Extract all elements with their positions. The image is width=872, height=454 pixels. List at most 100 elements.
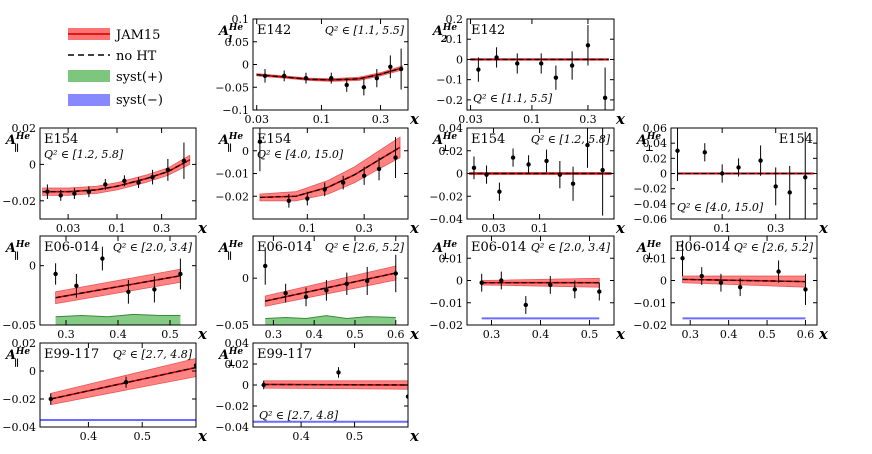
data-point <box>776 269 781 274</box>
experiment-label: E06-014 <box>44 240 99 255</box>
xtick-label: 0.3 <box>153 222 171 235</box>
data-point <box>178 271 183 277</box>
legend-entry-jam15: JAM15 <box>68 28 160 43</box>
data-point <box>526 162 531 167</box>
xtick-label: 0.3 <box>355 222 373 235</box>
ytick-label: −0.05 <box>2 319 36 332</box>
ytick-label: 0.04 <box>439 122 464 135</box>
data-point <box>572 287 577 292</box>
data-point <box>48 396 53 402</box>
q2-range-label: Q² ∈ [1.2, 5.8] <box>531 133 611 146</box>
data-point <box>122 178 127 183</box>
y-axis-label-sub: ⊥ <box>645 252 654 262</box>
panel-p10: −0.02 −0.01 0 0.01 0.3 0.4 0.5 0.6 x AHe ⊥ E06-014 Q… <box>633 235 829 343</box>
data-point <box>597 289 602 294</box>
xtick-label: 0.3 <box>483 328 501 341</box>
data-point <box>548 282 553 288</box>
noht-line <box>682 278 806 283</box>
ytick-label: 0.04 <box>225 337 250 350</box>
data-point <box>336 370 341 375</box>
axes-frame <box>39 127 197 220</box>
plot-area <box>253 367 408 423</box>
plot-area <box>40 357 196 421</box>
q2-range-label: Q² ∈ [1.2, 5.8] <box>44 148 124 161</box>
legend-entry-noht: no HT <box>68 49 157 64</box>
ytick-label: 0 <box>660 275 667 288</box>
q2-range-label: Q² ∈ [1.1, 5.5] <box>473 92 553 105</box>
xtick-label: 0.1 <box>299 222 317 235</box>
ytick-label: 0.2 <box>446 13 464 26</box>
ytick-label: 0.01 <box>643 252 668 265</box>
xtick-label: 0.1 <box>313 113 331 126</box>
y-axis-label: AHe 2 <box>431 23 458 45</box>
syst-plus-band <box>55 314 181 325</box>
xtick-label: 0.1 <box>713 222 731 235</box>
plot-area <box>42 142 191 201</box>
syst-plus-edge <box>55 313 181 318</box>
ytick-label: 0 <box>29 365 36 378</box>
data-point <box>303 75 309 81</box>
panel-p08: −0.05 0 0.3 0.4 0.5 0.6 x AHe ∥ E06-014 Q² ∈ [2.6,… <box>215 235 420 343</box>
y-axis-label-sub: 1 <box>227 35 233 45</box>
xtick-label: 0.5 <box>581 328 599 341</box>
ytick-label: 0.01 <box>439 252 464 265</box>
y-axis-label: AHe ∥ <box>217 240 244 262</box>
jam15-band <box>264 265 397 307</box>
experiment-label: E154 <box>471 132 505 147</box>
plot-area <box>53 246 183 325</box>
data-point <box>344 281 350 286</box>
syst-plus-edge <box>265 315 396 319</box>
data-point <box>510 155 516 160</box>
ytick-label: 0 <box>242 145 249 158</box>
panel-p12: −0.04 −0.02 0 0.02 0.04 0.4 0.5 x AHe ⊥ E99-117 Q² … <box>215 337 420 445</box>
data-point <box>680 256 685 261</box>
y-axis-label-sup: He <box>228 347 244 357</box>
y-axis-label: AHe ∥ <box>217 132 244 154</box>
ytick-label: −0.01 <box>429 297 463 310</box>
panel-p05: −0.04 −0.02 0 0.02 0.04 0.03 0.1 x AHe ⊥ E154 Q² ∈ … <box>429 122 626 237</box>
ytick-label: −0.02 <box>2 393 36 406</box>
jam15-band <box>259 136 401 202</box>
experiment-label: E06-014 <box>675 240 730 255</box>
xtick-label: 0.03 <box>244 113 269 126</box>
q2-range-label: Q² ∈ [4.0, 15.0] <box>257 148 344 161</box>
legend-entry-syst-plus: syst(+) <box>68 70 163 85</box>
data-point <box>585 142 590 148</box>
ytick-label: −0.02 <box>633 319 667 332</box>
experiment-label: E06-014 <box>257 240 312 255</box>
experiment-label: E154 <box>44 132 78 147</box>
data-point <box>365 278 370 284</box>
data-point <box>393 155 398 160</box>
legend-label-jam15: JAM15 <box>114 28 160 43</box>
xtick-label: 0.4 <box>532 328 550 341</box>
noht-line <box>265 272 396 302</box>
ytick-label: −0.04 <box>2 421 36 434</box>
panel-p11: −0.04 −0.02 0 0.02 0.4 0.5 x AHe ∥ E99-117 Q² ∈ [2… <box>2 337 208 445</box>
y-axis-label: AHe 1 <box>217 23 244 45</box>
y-axis-label-sup: He <box>646 240 662 250</box>
data-point <box>376 166 382 172</box>
data-point <box>515 61 520 66</box>
plot-area <box>257 128 401 208</box>
y-axis-label-main: A <box>431 24 443 39</box>
ytick-label: −0.05 <box>215 319 249 332</box>
xtick-label: 0.5 <box>758 328 776 341</box>
ytick-label: 0 <box>242 272 249 285</box>
ytick-label: 0.02 <box>225 358 250 371</box>
data-point <box>494 55 499 60</box>
data-point <box>803 175 808 180</box>
plot-area <box>680 240 808 320</box>
x-axis-label: x <box>615 219 626 237</box>
q2-range-label: Q² ∈ [2.7, 4.8] <box>113 348 193 361</box>
xtick-label: 0.5 <box>346 328 364 341</box>
y-axis-label-sup: He <box>442 132 458 142</box>
ytick-label: −0.04 <box>429 213 463 226</box>
data-point <box>123 380 129 385</box>
legend-label-syst-plus: syst(+) <box>116 70 163 85</box>
data-point <box>499 278 504 283</box>
data-point <box>340 180 346 185</box>
x-axis-label: x <box>409 325 420 343</box>
